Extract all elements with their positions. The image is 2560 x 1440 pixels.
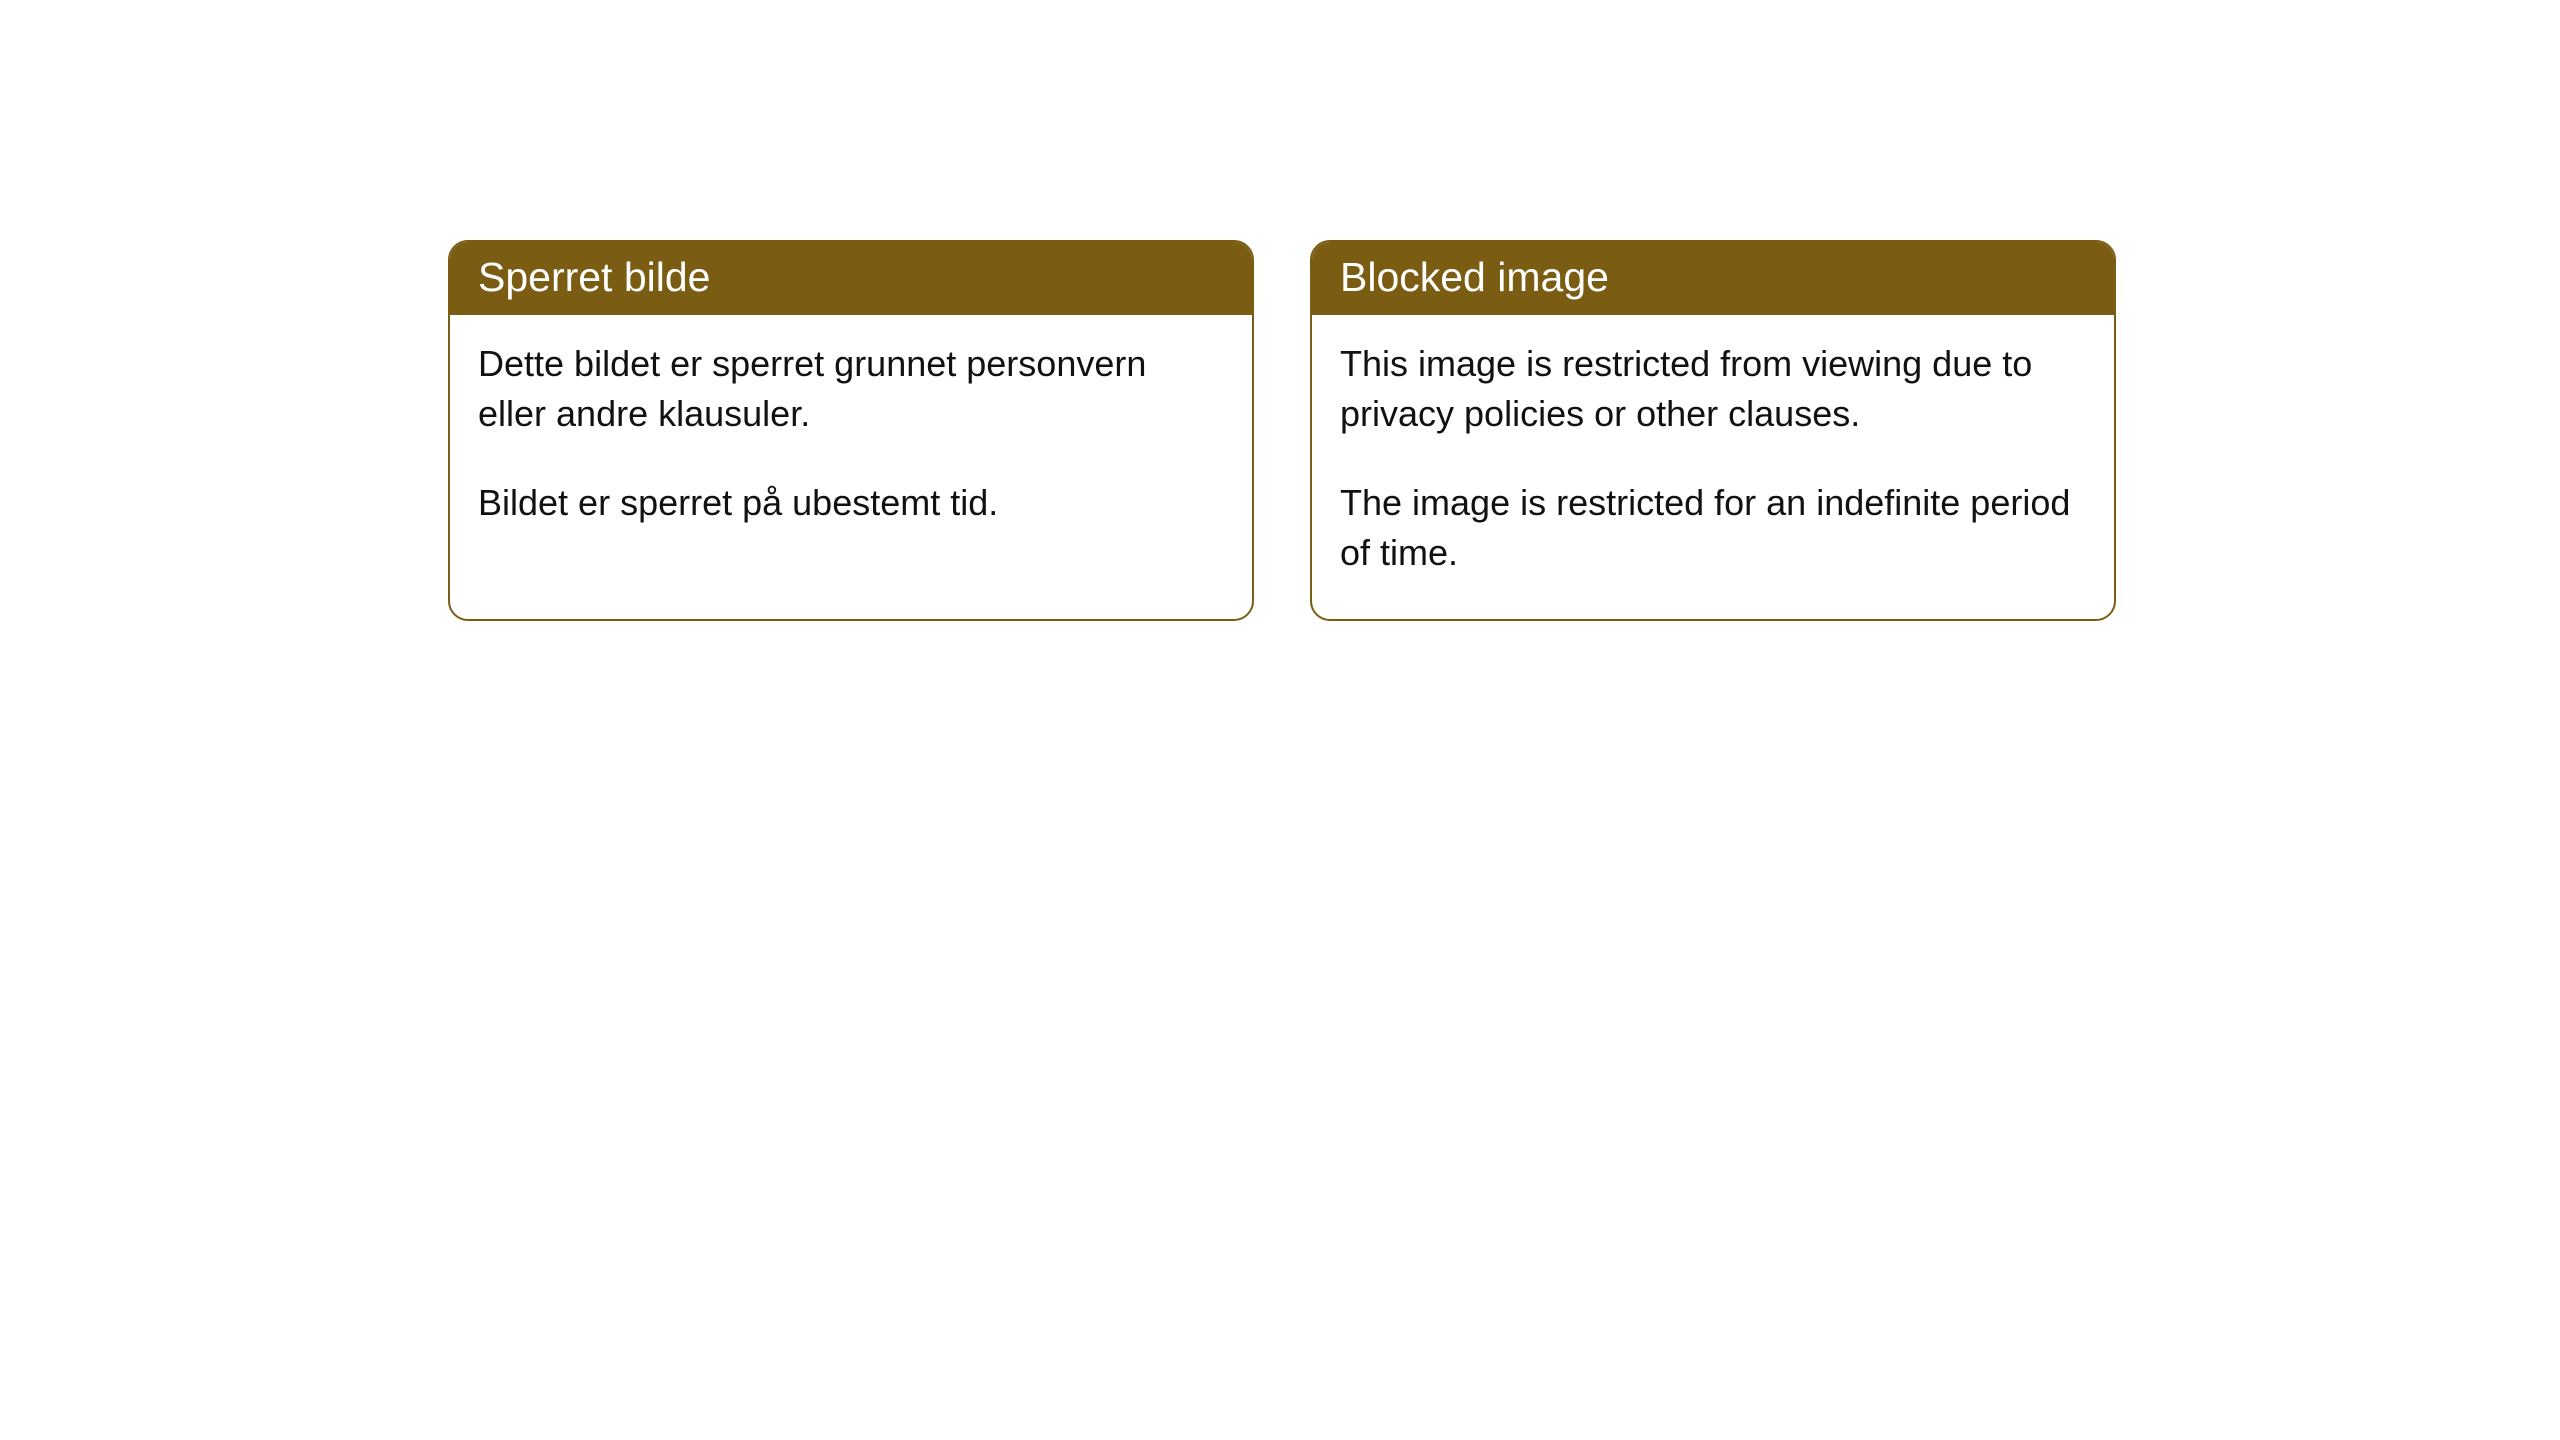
card-body: This image is restricted from viewing du… — [1312, 315, 2114, 619]
card-paragraph: Bildet er sperret på ubestemt tid. — [478, 478, 1224, 528]
card-paragraph: Dette bildet er sperret grunnet personve… — [478, 339, 1224, 440]
card-title: Blocked image — [1340, 254, 1609, 300]
notice-cards-container: Sperret bilde Dette bildet er sperret gr… — [448, 240, 2116, 621]
card-paragraph: This image is restricted from viewing du… — [1340, 339, 2086, 440]
card-body: Dette bildet er sperret grunnet personve… — [450, 315, 1252, 568]
card-header: Sperret bilde — [450, 242, 1252, 315]
card-header: Blocked image — [1312, 242, 2114, 315]
blocked-image-card-english: Blocked image This image is restricted f… — [1310, 240, 2116, 621]
card-title: Sperret bilde — [478, 254, 710, 300]
card-paragraph: The image is restricted for an indefinit… — [1340, 478, 2086, 579]
blocked-image-card-norwegian: Sperret bilde Dette bildet er sperret gr… — [448, 240, 1254, 621]
